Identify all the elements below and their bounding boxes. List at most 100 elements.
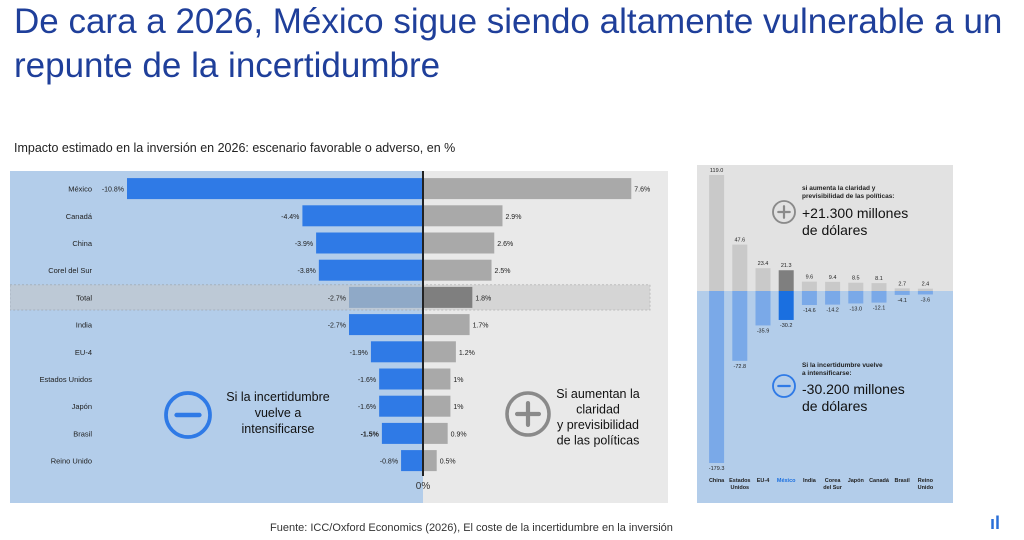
right-annotation-line: Si aumentan la bbox=[556, 387, 639, 401]
highlight-row bbox=[10, 284, 651, 311]
category-label: Canadá bbox=[869, 478, 890, 484]
page-title: De cara a 2026, México sigue siendo alta… bbox=[14, 2, 1003, 85]
category-label: China bbox=[72, 239, 92, 248]
category-label: Estados bbox=[729, 478, 750, 484]
positive-data-label: 0.5% bbox=[440, 459, 456, 466]
category-label: Canadá bbox=[66, 212, 93, 221]
bottom-annotation-value: de dólares bbox=[802, 398, 867, 414]
negative-column bbox=[732, 291, 748, 361]
left-annotation-line: vuelve a bbox=[255, 406, 302, 420]
diverging-bar-chart-scenarios: México -10.8% 7.6% Canadá -4.4% 2.9% China -3.9… bbox=[10, 171, 668, 503]
category-label: Estados Unidos bbox=[39, 375, 92, 384]
positive-bar bbox=[423, 368, 451, 390]
category-label: Brasil bbox=[895, 478, 911, 484]
top-annotation-lead: previsibilidad de las políticas: bbox=[802, 193, 894, 200]
negative-data-label: -1.5% bbox=[361, 431, 380, 438]
negative-data-label: -10.8% bbox=[102, 187, 124, 194]
minus-circle-small-icon bbox=[772, 374, 796, 398]
category-label: Japón bbox=[848, 478, 865, 484]
category-label: Corel del Sur bbox=[48, 266, 92, 275]
category-label: del Sur bbox=[823, 485, 843, 491]
negative-data-label: -0.8% bbox=[380, 459, 398, 466]
negative-column bbox=[894, 291, 910, 295]
negative-data-label: -14.2 bbox=[826, 308, 839, 314]
category-label: India bbox=[76, 321, 93, 330]
left-annotation-line: intensificarse bbox=[242, 422, 315, 436]
positive-column bbox=[848, 282, 864, 291]
negative-bar bbox=[316, 232, 423, 254]
positive-data-label: 2.6% bbox=[497, 241, 513, 248]
negative-data-label: -3.8% bbox=[298, 268, 316, 275]
negative-bar bbox=[127, 178, 423, 200]
chart-subtitle: Impacto estimado en la inversión en 2026… bbox=[14, 141, 456, 155]
brand-logo: ıl bbox=[989, 513, 1000, 533]
negative-data-label: -3.9% bbox=[295, 241, 313, 248]
top-annotation-lead: si aumenta la claridad y bbox=[802, 185, 876, 192]
negative-column bbox=[801, 291, 817, 306]
minus-circle-small-icon-ring bbox=[772, 374, 796, 398]
negative-data-label: -3.6 bbox=[921, 297, 930, 303]
category-label: México bbox=[777, 478, 796, 484]
negative-column bbox=[825, 291, 841, 305]
positive-data-label: 7.6% bbox=[634, 187, 650, 194]
negative-column bbox=[755, 291, 771, 326]
negative-data-label: -1.6% bbox=[358, 377, 376, 384]
positive-bar bbox=[423, 314, 470, 336]
bottom-annotation-value: -30.200 millones bbox=[802, 381, 905, 397]
positive-data-label: 1.2% bbox=[459, 350, 475, 357]
right-annotation-line: y previsibilidad bbox=[557, 418, 639, 432]
negative-data-label: -14.6 bbox=[803, 308, 816, 314]
positive-data-label: 0.9% bbox=[451, 431, 467, 438]
bottom-annotation-lead: Si la incertidumbre vuelve bbox=[802, 362, 883, 369]
minus-circle-icon-ring bbox=[164, 391, 212, 439]
negative-data-label: -72.8 bbox=[734, 364, 747, 370]
zero-tick-label: 0% bbox=[416, 481, 431, 492]
positive-data-label: 1% bbox=[453, 404, 463, 411]
negative-bar bbox=[302, 205, 423, 227]
negative-data-label: -2.7% bbox=[328, 323, 346, 330]
negative-data-label: -2.7% bbox=[328, 295, 346, 302]
right-annotation-line: de las políticas bbox=[557, 434, 640, 448]
positive-data-label: 2.9% bbox=[505, 214, 521, 221]
positive-data-label: 2.7 bbox=[898, 281, 906, 287]
negative-data-label: -4.1 bbox=[897, 298, 906, 304]
top-annotation-value: +21.300 millones bbox=[802, 205, 908, 221]
right-panel-bg bbox=[423, 171, 668, 503]
category-label: Brasil bbox=[73, 429, 92, 438]
positive-data-label: 119.0 bbox=[710, 168, 723, 174]
positive-data-label: 47.6 bbox=[734, 238, 745, 244]
positive-data-label: 23.4 bbox=[758, 261, 769, 267]
positive-bar bbox=[423, 341, 456, 363]
negative-data-label: -13.0 bbox=[850, 306, 863, 312]
positive-bar bbox=[423, 286, 473, 308]
category-label: Japón bbox=[72, 402, 92, 411]
positive-data-label: 2.4 bbox=[922, 282, 930, 288]
positive-column bbox=[917, 288, 933, 291]
negative-data-label: -1.9% bbox=[350, 350, 368, 357]
positive-data-label: 8.5 bbox=[852, 276, 860, 282]
negative-column bbox=[848, 291, 864, 304]
category-label: Total bbox=[76, 293, 92, 302]
negative-data-label: -12.1 bbox=[873, 306, 886, 312]
category-label: EU-4 bbox=[75, 348, 92, 357]
positive-data-label: 21.3 bbox=[781, 263, 792, 269]
negative-bar bbox=[318, 259, 423, 281]
positive-bar bbox=[423, 422, 448, 444]
positive-data-label: 9.6 bbox=[806, 275, 814, 281]
positive-data-label: 2.5% bbox=[495, 268, 511, 275]
positive-data-label: 8.1 bbox=[875, 276, 883, 282]
negative-bar bbox=[349, 286, 423, 308]
top-annotation-value: de dólares bbox=[802, 222, 867, 238]
negative-data-label: -179.3 bbox=[709, 466, 725, 472]
positive-data-label: 1.8% bbox=[475, 295, 491, 302]
plus-circle-small-icon-ring bbox=[772, 200, 796, 224]
category-label: EU-4 bbox=[757, 478, 770, 484]
category-label: Reino bbox=[918, 478, 934, 484]
category-label: Corea bbox=[825, 478, 842, 484]
negative-bar bbox=[349, 314, 423, 336]
positive-column bbox=[732, 244, 748, 291]
positive-column bbox=[825, 281, 841, 291]
positive-bar bbox=[423, 395, 451, 417]
source-note: Fuente: ICC/Oxford Economics (2026), El … bbox=[270, 522, 673, 534]
